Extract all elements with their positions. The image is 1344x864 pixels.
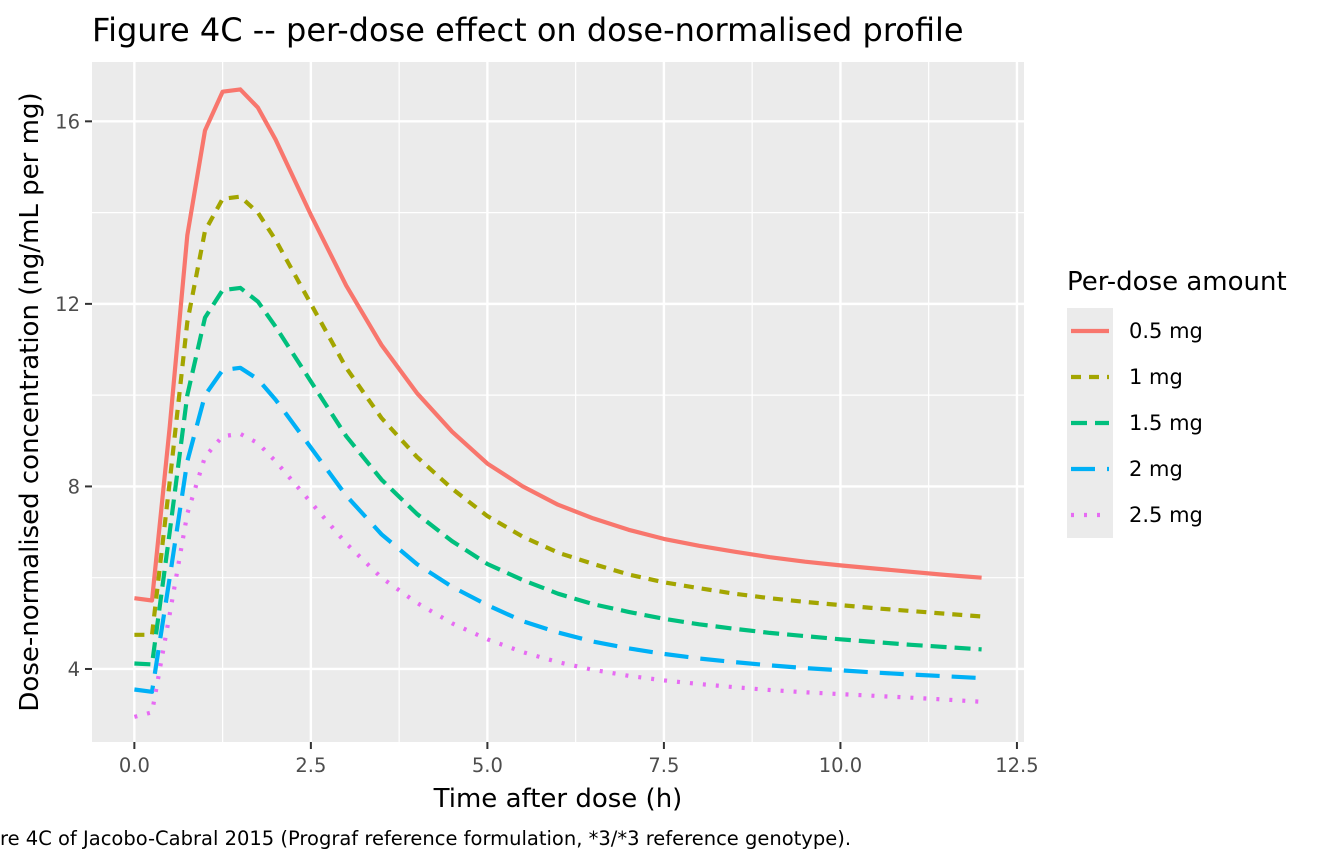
x-axis-ticks: 0.0 2.5 5.0 7.5 10.0 12.5 — [119, 742, 1039, 777]
legend-items: 0.5 mg 1 mg 1.5 mg 2 mg 2.5 mg — [1067, 308, 1203, 538]
x-axis-title: Time after dose (h) — [433, 784, 683, 814]
x-tick-label: 0.0 — [119, 754, 150, 777]
y-tick-label: 4 — [68, 658, 80, 681]
series-line — [134, 87, 982, 603]
figure-caption: re 4C of Jacobo-Cabral 2015 (Prograf ref… — [0, 827, 851, 850]
chart-title: Figure 4C -- per-dose effect on dose-nor… — [92, 11, 964, 49]
y-axis-title: Dose-normalised concentration (ng/mL per… — [15, 92, 45, 711]
legend: Per-dose amount 0.5 mg 1 mg 1.5 mg 2 mg 2.5 … — [1067, 267, 1287, 538]
y-tick-label: 16 — [55, 110, 80, 133]
series-line — [133, 431, 982, 719]
legend-label: 2.5 mg — [1129, 503, 1203, 527]
x-tick-label: 2.5 — [295, 754, 326, 777]
x-tick-label: 12.5 — [995, 754, 1038, 777]
grid-minor — [92, 62, 1024, 742]
y-tick-label: 8 — [68, 475, 80, 498]
plot-panel — [92, 62, 1024, 742]
y-axis-ticks: 4 8 12 16 — [55, 110, 92, 681]
y-tick-label: 12 — [55, 293, 80, 316]
series-line — [134, 285, 982, 667]
legend-label: 1 mg — [1129, 365, 1183, 389]
grid-major — [92, 62, 1024, 742]
x-tick-label: 5.0 — [472, 754, 503, 777]
legend-title: Per-dose amount — [1067, 267, 1287, 297]
legend-label: 2 mg — [1129, 457, 1183, 481]
series-line — [134, 194, 982, 637]
x-tick-label: 10.0 — [819, 754, 862, 777]
series-lines — [133, 87, 982, 719]
legend-label: 0.5 mg — [1129, 319, 1203, 343]
series-line — [134, 365, 982, 694]
legend-label: 1.5 mg — [1129, 411, 1203, 435]
x-tick-label: 7.5 — [648, 754, 679, 777]
